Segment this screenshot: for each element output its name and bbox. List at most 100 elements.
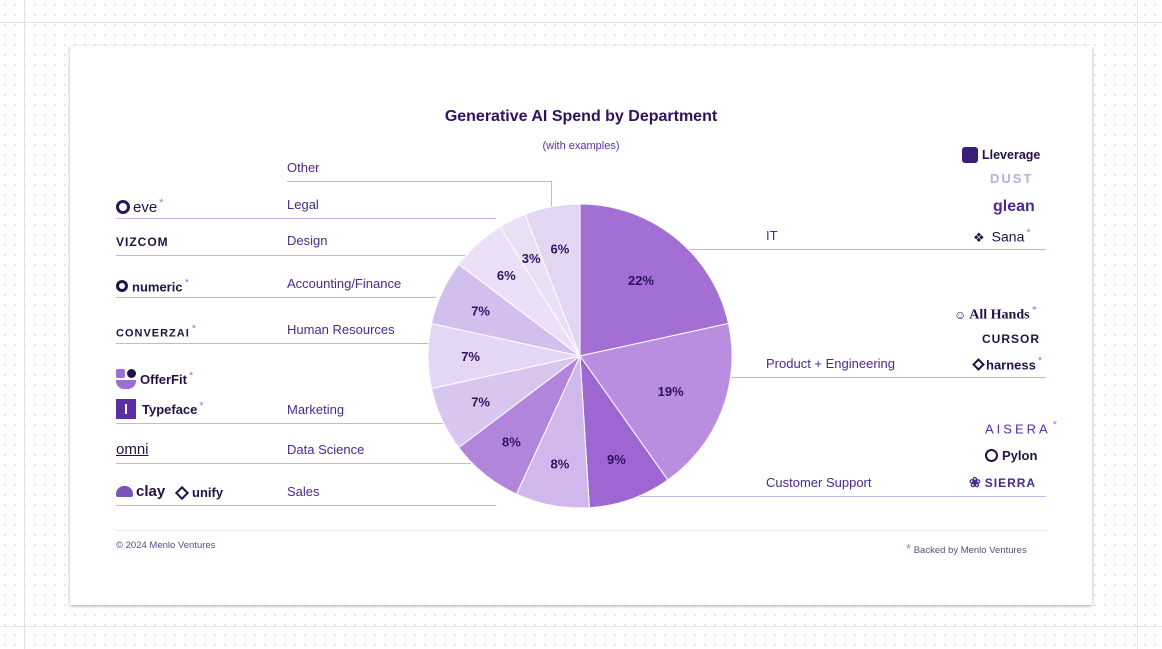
label-it: IT — [766, 228, 778, 243]
logo-glean: glean — [993, 198, 1035, 216]
label-marketing: Marketing — [287, 402, 345, 417]
backed-star: * — [199, 399, 204, 412]
backed-text: Backed by Menlo Ventures — [913, 545, 1027, 556]
frame-line-right — [1137, 0, 1138, 649]
numeric-text: numeric — [132, 279, 183, 295]
backed-star: * — [191, 323, 198, 335]
label-sales: Sales — [287, 484, 320, 499]
logo-unify: unify — [174, 485, 224, 501]
logo-typeface: Typeface * — [116, 399, 204, 419]
pie-label-human-resources: 7% — [461, 349, 480, 364]
pie-slice-customer-support — [579, 354, 669, 509]
chart-title: Generative AI Spend by Department — [444, 108, 718, 125]
logo-allhands: ☺ All Hands * — [954, 304, 1037, 324]
sana-icon: ❖ — [973, 229, 985, 245]
label-support: Customer Support — [766, 475, 872, 490]
backed-star: * — [906, 541, 912, 556]
pie-slice-it — [579, 203, 730, 357]
pie-label-other: 6% — [551, 241, 570, 256]
rule-data-science — [116, 463, 471, 464]
logo-converzai: CONVERZAI * — [116, 323, 197, 340]
offerfit-text: OfferFit — [140, 372, 187, 387]
label-legal: Legal — [287, 197, 319, 212]
numeric-icon — [116, 280, 128, 293]
pie-slice-other — [524, 203, 581, 357]
aisera-text: AISERA — [985, 421, 1051, 437]
rule-other — [287, 181, 551, 182]
backed-star: * — [1052, 419, 1060, 431]
harness-text: harness — [986, 357, 1036, 373]
rule-product — [720, 377, 1046, 378]
allhands-icon: ☺ — [954, 307, 967, 322]
frame-line-top — [0, 22, 1162, 23]
logo-offerfit: OfferFit * — [116, 369, 193, 389]
clay-icon — [116, 486, 133, 497]
sierra-text: SIERRA — [984, 476, 1037, 490]
rule-legal — [116, 218, 496, 219]
sana-text: Sana — [991, 228, 1025, 245]
rule-support — [600, 496, 1046, 497]
logo-numeric: numeric * — [116, 277, 189, 294]
offerfit-icon — [116, 369, 136, 389]
pie-label-design: 6% — [497, 268, 516, 283]
pylon-text: Pylon — [1002, 448, 1038, 463]
backed-star: * — [188, 369, 194, 382]
typeface-icon — [116, 399, 136, 419]
unify-icon — [174, 485, 190, 501]
logo-sana: ❖ Sana * — [973, 227, 1031, 246]
label-hr: Human Resources — [287, 322, 395, 337]
converzai-text: CONVERZAI — [116, 327, 190, 340]
clay-text: clay — [136, 483, 166, 500]
backed-star: * — [184, 277, 189, 289]
rule-design — [116, 255, 466, 256]
pie-label-it: 22% — [628, 273, 654, 288]
logo-omni: omni — [116, 441, 149, 458]
rule-other-vertical — [551, 181, 552, 209]
pie-label-marketing: 7% — [471, 395, 490, 410]
logo-clay: clay — [116, 483, 165, 500]
logo-vizcom: VIZCOM — [116, 235, 169, 249]
pie-label-sales: 8% — [551, 457, 570, 472]
copyright: © 2024 Menlo Ventures — [116, 540, 216, 551]
logo-harness: harness * — [972, 355, 1043, 373]
lleverage-text: Lleverage — [982, 148, 1041, 162]
pie-slice-product-engineering — [579, 322, 733, 481]
logo-pylon: Pylon — [985, 448, 1037, 463]
cursor-text: CURSOR — [982, 332, 1041, 346]
pie-label-customer-support: 9% — [607, 452, 626, 467]
footer-divider — [116, 530, 1046, 531]
label-data-science: Data Science — [287, 442, 365, 457]
backed-note: * Backed by Menlo Ventures — [906, 541, 1027, 556]
label-accounting: Accounting/Finance — [287, 276, 402, 291]
dust-text: DUST — [990, 171, 1034, 186]
rule-marketing — [116, 423, 451, 424]
frame-line-left — [24, 0, 25, 649]
pie-label-product-engineering: 19% — [658, 384, 684, 399]
unify-text: unify — [192, 485, 224, 500]
rule-it — [680, 249, 1046, 250]
label-product: Product + Engineering — [766, 356, 896, 371]
eve-text: eve — [133, 199, 158, 216]
frame-line-bottom — [0, 626, 1162, 627]
allhands-text: All Hands — [969, 307, 1030, 323]
backed-star: * — [1037, 355, 1043, 367]
logo-lleverage: Lleverage — [962, 147, 1040, 163]
omni-text: omni — [116, 441, 149, 458]
rule-sales — [116, 505, 496, 506]
logo-sierra: ❀ SIERRA — [969, 474, 1036, 491]
rule-accounting — [116, 297, 436, 298]
label-other: Other — [287, 160, 320, 175]
backed-star: * — [1031, 304, 1038, 316]
vizcom-text: VIZCOM — [116, 235, 169, 249]
chart-subtitle: (with examples) — [542, 140, 620, 152]
pylon-icon — [985, 449, 998, 462]
pie-label-data-science: 8% — [502, 434, 521, 449]
pie-label-accounting-finance: 7% — [471, 303, 490, 318]
logo-dust: DUST — [990, 171, 1033, 186]
backed-star: * — [159, 197, 164, 209]
logo-cursor: CURSOR — [982, 332, 1040, 346]
logo-eve: eve * — [116, 197, 163, 216]
pie-label-legal: 3% — [522, 251, 541, 266]
typeface-text: Typeface — [142, 402, 198, 417]
